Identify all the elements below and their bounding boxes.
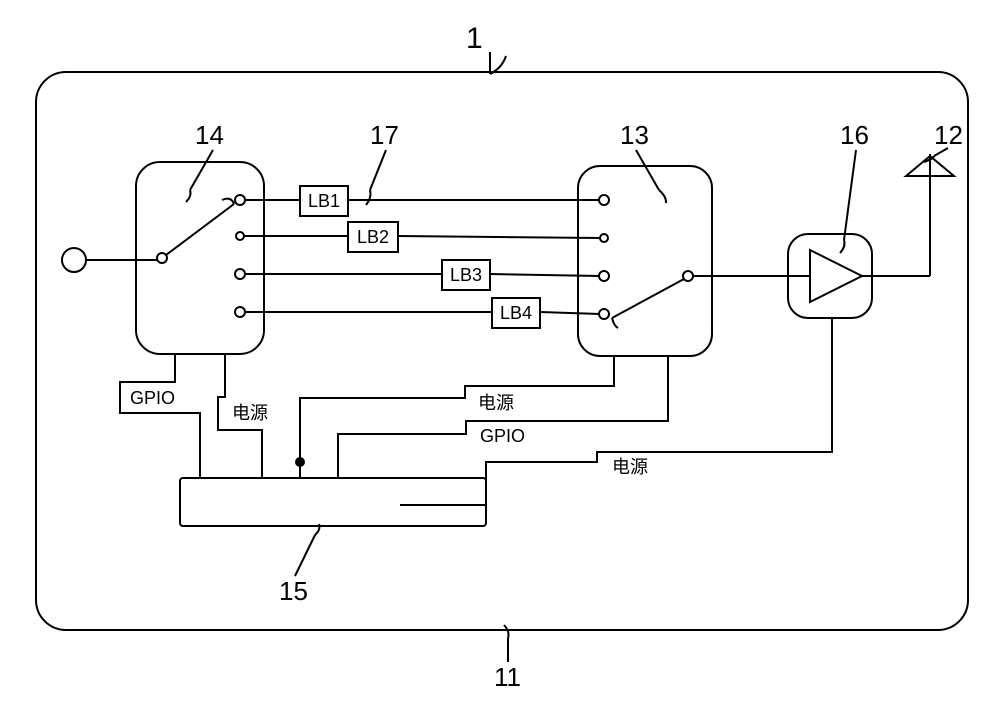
svg-text:GPIO: GPIO [480,426,525,446]
diagram-canvas: 114171316121511LB1LB2LB3LB4GPIO电源电源GPIO电… [0,0,1000,707]
svg-text:14: 14 [195,120,224,150]
svg-text:13: 13 [620,120,649,150]
svg-text:电源: 电源 [478,393,514,413]
svg-text:1: 1 [466,22,483,55]
svg-text:电源: 电源 [612,457,648,477]
svg-text:17: 17 [370,120,399,150]
svg-text:12: 12 [934,120,963,150]
svg-text:电源: 电源 [232,403,268,423]
svg-text:LB3: LB3 [450,265,482,285]
diagram-svg: 114171316121511LB1LB2LB3LB4GPIO电源电源GPIO电… [0,0,1000,707]
svg-text:LB1: LB1 [308,191,340,211]
svg-text:LB4: LB4 [500,303,532,323]
svg-text:GPIO: GPIO [130,388,175,408]
svg-text:15: 15 [279,576,308,606]
svg-text:LB2: LB2 [357,227,389,247]
svg-text:16: 16 [840,120,869,150]
svg-text:11: 11 [494,662,521,692]
